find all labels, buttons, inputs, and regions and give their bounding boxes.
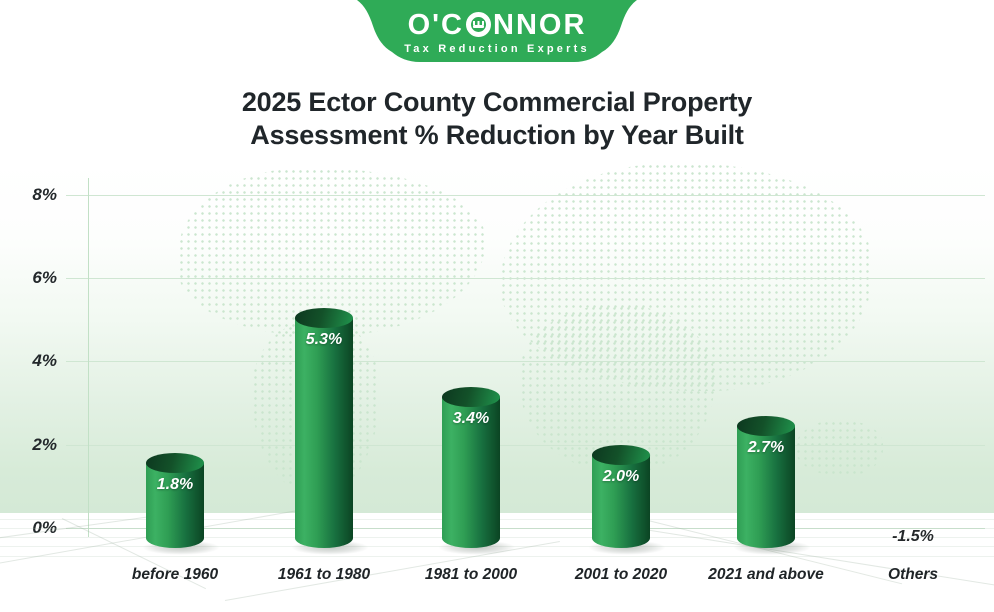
bar-value-label: 3.4%: [452, 409, 490, 427]
y-axis-line: [88, 178, 89, 537]
brand-right: NNOR: [493, 8, 587, 41]
logo: O'C NNOR Tax Reduction Experts: [357, 0, 637, 64]
bar-cylinder-top: [737, 415, 795, 436]
gridline-0%: [66, 528, 985, 529]
bar-cylinder-top: [295, 308, 353, 329]
bar-cylinder-1961-to-1980: 5.3%: [295, 308, 353, 548]
bar-value-label: 2.7%: [747, 438, 785, 456]
floor-line: [0, 556, 994, 557]
bar-cylinder-body: [146, 463, 204, 548]
world-map-dots-australia: [795, 420, 883, 476]
bar-cylinder-body: [295, 318, 353, 548]
category-label: 2021 and above: [708, 566, 824, 583]
y-tick-label: 0%: [32, 518, 57, 537]
y-tick-label: 8%: [32, 185, 57, 204]
logo-banner: [357, 0, 637, 62]
category-label: Others: [888, 566, 938, 583]
bar-cylinder-2001-to-2020: 2.0%: [592, 445, 650, 548]
bar-cylinder-body: [592, 455, 650, 548]
logo-text: O'C NNOR Tax Reduction Experts: [357, 0, 637, 62]
chart-title-line1: 2025 Ector County Commercial Property: [241, 87, 753, 117]
comb-in-o-icon: [466, 12, 491, 37]
brand-name: O'C NNOR: [408, 10, 587, 40]
chart-title-line2: Assessment % Reduction by Year Built: [250, 120, 744, 150]
bar-cylinder-body: [442, 396, 500, 548]
logo-banner-shape: [357, 0, 637, 62]
category-label: before 1960: [131, 566, 219, 583]
category-label: 2001 to 2020: [574, 566, 668, 583]
bar-cylinder-before-1960: 1.8%: [146, 453, 204, 548]
bar-value-label: 2.0%: [602, 468, 640, 485]
category-label: 1961 to 1980: [277, 566, 371, 583]
gridline-8%: [66, 195, 985, 196]
gridline-6%: [66, 278, 985, 279]
negative-value-label: -1.5%: [892, 528, 934, 545]
bar-value-label: 5.3%: [305, 331, 343, 349]
chart-title: 2025 Ector County Commercial Property As…: [0, 86, 994, 152]
bar-cylinder-top: [442, 386, 500, 407]
bar-cylinder-top: [592, 445, 650, 465]
bar-value-label: 1.8%: [156, 476, 194, 494]
brand-tagline: Tax Reduction Experts: [404, 42, 590, 55]
y-tick-label: 4%: [32, 351, 57, 370]
bar-cylinder-top: [146, 453, 204, 474]
gridline-4%: [66, 361, 985, 362]
y-tick-label: 2%: [32, 435, 57, 454]
brand-left: O'C: [407, 8, 464, 41]
comb-glyph: [473, 21, 484, 28]
category-label: 1981 to 2000: [424, 566, 518, 583]
bar-cylinder-1981-to-2000: 3.4%: [442, 386, 500, 548]
gridline-2%: [66, 445, 985, 446]
bar-cylinder-body: [737, 425, 795, 548]
y-tick-label: 6%: [32, 268, 57, 287]
bar-cylinder-2021-and-above: 2.7%: [737, 415, 795, 548]
floor-line: [0, 546, 994, 547]
world-map-dots-north-america: [178, 168, 486, 336]
